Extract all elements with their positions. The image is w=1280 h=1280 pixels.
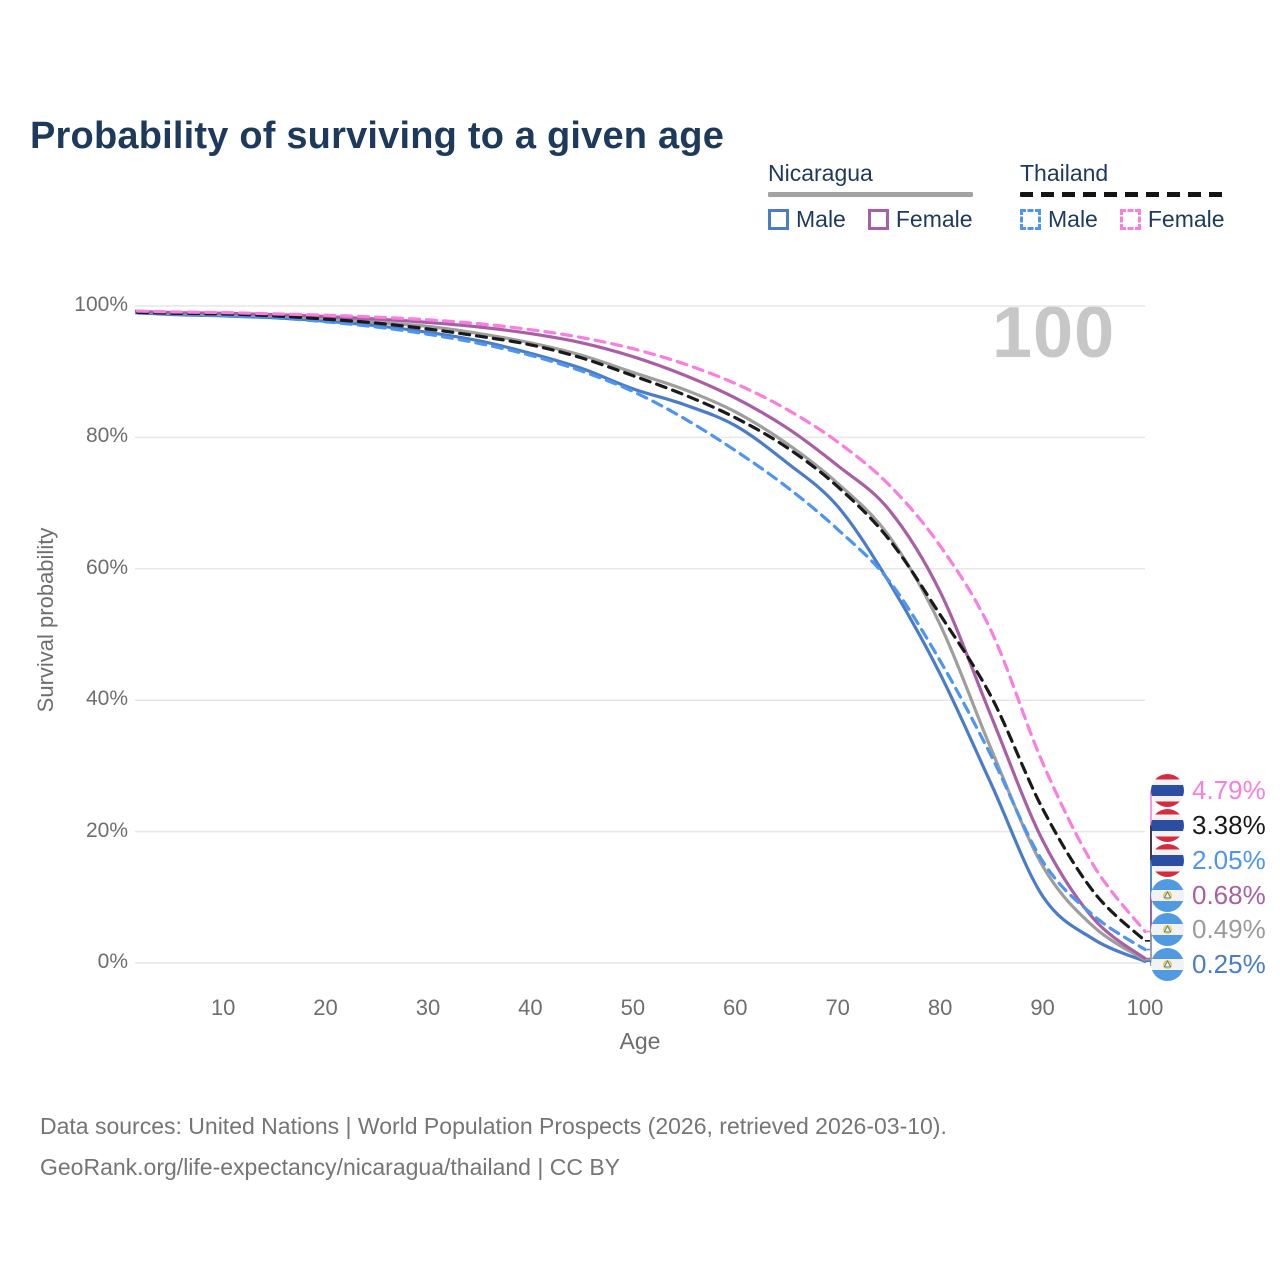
y-tick-label-40: 40% bbox=[85, 687, 128, 711]
legend-label-nicaragua-male: Male bbox=[796, 206, 846, 232]
thailand-flag-icon bbox=[1151, 844, 1184, 877]
x-tick-label-10: 10 bbox=[210, 995, 236, 1020]
end-label-value: 2.05% bbox=[1192, 845, 1266, 875]
legend-label-thailand-female: Female bbox=[1147, 206, 1225, 232]
x-tick-label-20: 20 bbox=[313, 995, 338, 1020]
thailand-flag-icon bbox=[1151, 809, 1184, 842]
legend-item-thailand-female[interactable]: Female bbox=[1119, 206, 1225, 233]
thailand-flag-icon bbox=[1151, 774, 1184, 807]
end-label-value: 3.38% bbox=[1192, 810, 1266, 840]
legend-swatch-thailand-female bbox=[1119, 209, 1141, 230]
x-tick-label-40: 40 bbox=[518, 995, 543, 1020]
curve-nicaragua-total[interactable] bbox=[121, 310, 1147, 962]
legend-item-nicaragua-male[interactable]: Male bbox=[768, 206, 846, 233]
end-label-value: 0.49% bbox=[1192, 914, 1266, 944]
legend-label-thailand-male: Male bbox=[1048, 206, 1098, 232]
x-tick-label-90: 90 bbox=[1030, 995, 1055, 1020]
x-tick-label-30: 30 bbox=[415, 995, 441, 1020]
nicaragua-flag-icon bbox=[1151, 948, 1184, 981]
x-tick-label-100: 100 bbox=[1126, 995, 1164, 1020]
x-tick-label-80: 80 bbox=[927, 995, 953, 1020]
curve-thailand-male[interactable] bbox=[121, 311, 1147, 952]
x-tick-label-50: 50 bbox=[620, 995, 646, 1020]
footer-data-sources: Data sources: United Nations | World Pop… bbox=[40, 1113, 947, 1139]
y-tick-label-20: 20% bbox=[85, 818, 128, 842]
legend-item-thailand-male[interactable]: Male bbox=[1020, 206, 1098, 233]
end-label-thailand-3.38%: 3.38% bbox=[1151, 809, 1266, 842]
page-title: Probability of surviving to a given age bbox=[30, 115, 725, 158]
legend-item-nicaragua-female[interactable]: Female bbox=[867, 206, 973, 233]
y-tick-label-0: 0% bbox=[97, 950, 128, 973]
legend-swatch-nicaragua-male bbox=[768, 209, 789, 230]
end-label-thailand-4.79%: 4.79% bbox=[1151, 774, 1266, 807]
end-label-thailand-2.05%: 2.05% bbox=[1151, 844, 1266, 877]
curve-nicaragua-male[interactable] bbox=[121, 311, 1147, 963]
footer: Data sources: United Nations | World Pop… bbox=[40, 1106, 947, 1188]
end-label-value: 0.25% bbox=[1192, 949, 1266, 979]
legend-country-thailand: Thailand bbox=[1020, 160, 1109, 186]
end-label-value: 4.79% bbox=[1192, 775, 1266, 805]
y-tick-label-80: 80% bbox=[85, 424, 128, 448]
curve-thailand-female[interactable] bbox=[121, 309, 1147, 934]
legend-line-sample-nicaragua bbox=[768, 192, 973, 197]
curve-nicaragua-female[interactable] bbox=[121, 309, 1147, 961]
end-label-nicaragua-0.25%: 0.25% bbox=[1151, 948, 1266, 981]
curve-thailand-total[interactable] bbox=[121, 310, 1147, 943]
nicaragua-flag-icon bbox=[1151, 879, 1184, 912]
legend-swatch-thailand-male bbox=[1020, 209, 1041, 230]
nicaragua-flag-icon bbox=[1151, 913, 1184, 946]
legend-label-nicaragua-female: Female bbox=[895, 206, 973, 232]
x-axis-title: Age bbox=[619, 1028, 661, 1054]
y-tick-label-100: 100% bbox=[74, 293, 128, 316]
legend-country-nicaragua: Nicaragua bbox=[768, 160, 873, 186]
footer-attribution: GeoRank.org/life-expectancy/nicaragua/th… bbox=[40, 1154, 621, 1180]
legend-group-thailand: Thailand Male Female bbox=[1020, 160, 1225, 233]
legend-line-sample-thailand bbox=[1020, 192, 1225, 197]
x-tick-label-60: 60 bbox=[723, 995, 748, 1020]
y-tick-label-60: 60% bbox=[85, 555, 128, 579]
end-label-nicaragua-0.49%: 0.49% bbox=[1151, 913, 1266, 946]
end-label-nicaragua-0.68%: 0.68% bbox=[1151, 879, 1266, 912]
legend-swatch-nicaragua-female bbox=[867, 209, 889, 230]
legend-group-nicaragua: Nicaragua Male Female bbox=[768, 160, 973, 233]
x-tick-label-70: 70 bbox=[825, 995, 850, 1020]
end-label-value: 0.68% bbox=[1192, 880, 1266, 910]
